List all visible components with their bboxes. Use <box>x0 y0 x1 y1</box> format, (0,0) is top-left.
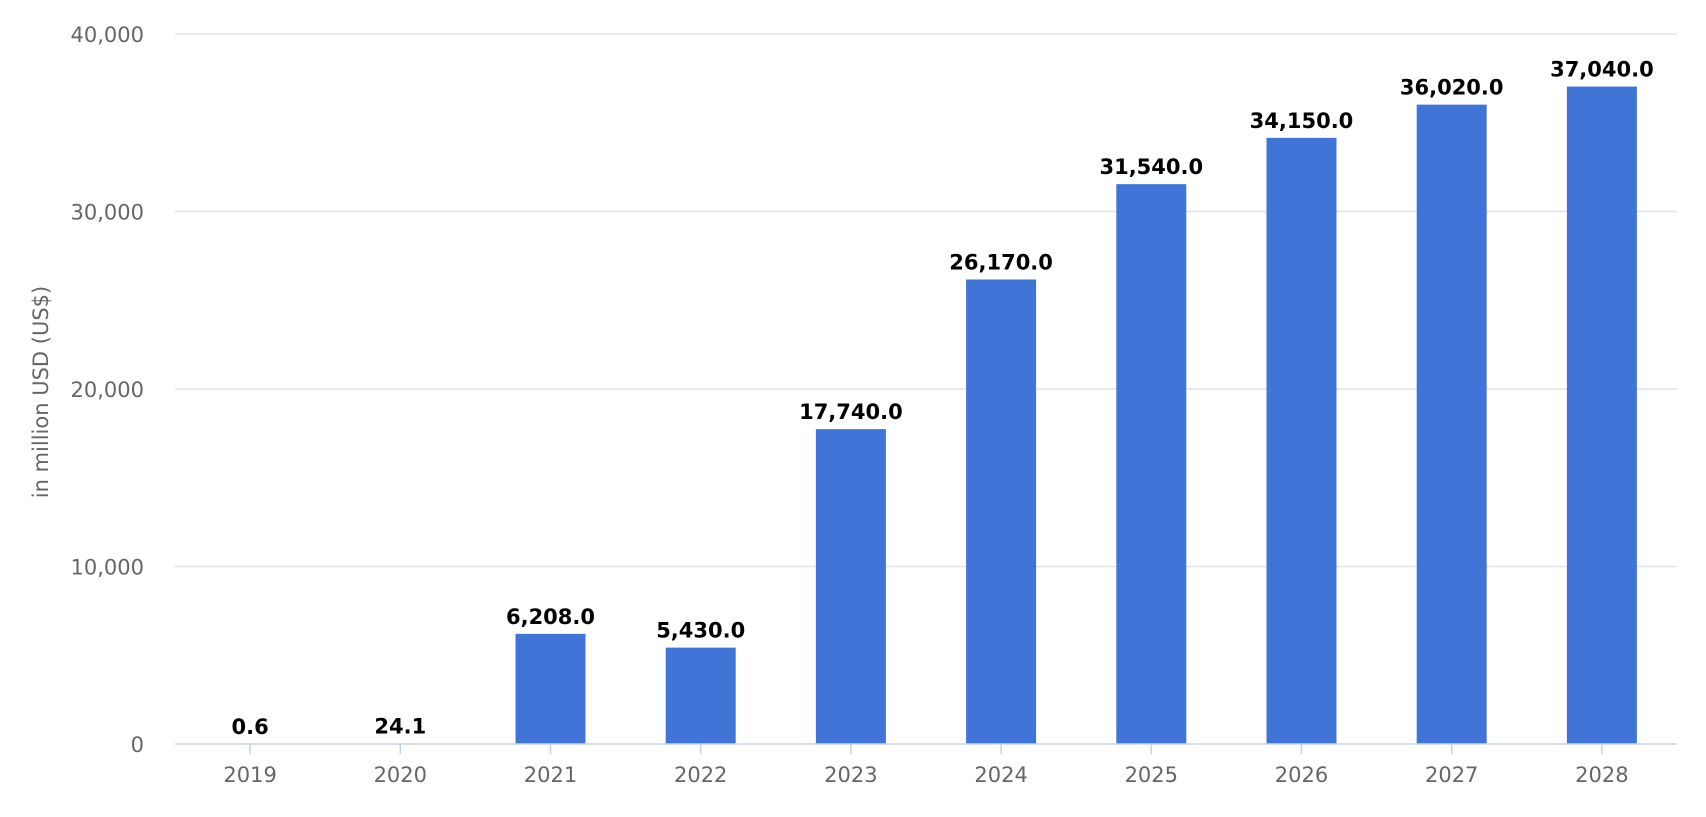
x-tick-label-2019: 2019 <box>223 763 276 787</box>
y-tick-label: 40,000 <box>71 23 144 47</box>
data-label-2023: 17,740.0 <box>799 400 903 424</box>
y-tick-label: 10,000 <box>71 556 144 580</box>
data-label-2022: 5,430.0 <box>656 619 745 643</box>
x-tick-label-2026: 2026 <box>1275 763 1328 787</box>
data-label-2026: 34,150.0 <box>1250 109 1354 133</box>
x-axis-ticks: 2019 2020 2021 2022 2023 2024 2025 2026 2027 2028 <box>223 744 1629 787</box>
data-labels: 0.6 24.1 6,208.0 5,430.0 17,740.0 26,170.0 31,… <box>231 58 1653 739</box>
y-tick-label: 0 <box>131 733 144 757</box>
bar-2024 <box>966 279 1037 744</box>
y-tick-label: 20,000 <box>71 378 144 402</box>
bar-2023 <box>815 429 886 744</box>
y-axis-ticks: 0 10,000 20,000 30,000 40,000 <box>71 23 144 757</box>
x-tick-label-2020: 2020 <box>374 763 427 787</box>
x-tick-label-2027: 2027 <box>1425 763 1478 787</box>
x-tick-label-2023: 2023 <box>824 763 877 787</box>
data-label-2020: 24.1 <box>374 715 426 739</box>
data-label-2024: 26,170.0 <box>949 250 1053 274</box>
bar-2028 <box>1566 86 1637 745</box>
bar-2026 <box>1266 137 1337 744</box>
x-tick-label-2022: 2022 <box>674 763 727 787</box>
data-label-2027: 36,020.0 <box>1400 76 1504 100</box>
bar-2022 <box>665 647 736 744</box>
data-label-2019: 0.6 <box>231 715 268 739</box>
data-label-2028: 37,040.0 <box>1550 58 1654 82</box>
y-tick-label: 30,000 <box>71 201 144 225</box>
bar-2025 <box>1116 184 1187 745</box>
data-label-2025: 31,540.0 <box>1099 155 1203 179</box>
data-label-2021: 6,208.0 <box>506 605 595 629</box>
x-tick-label-2021: 2021 <box>524 763 577 787</box>
y-axis-label: in million USD (US$) <box>29 286 53 498</box>
bars <box>215 86 1637 745</box>
x-tick-label-2024: 2024 <box>974 763 1027 787</box>
bar-2027 <box>1416 104 1487 744</box>
x-tick-label-2028: 2028 <box>1575 763 1628 787</box>
bar-2021 <box>515 633 586 744</box>
x-tick-label-2025: 2025 <box>1125 763 1178 787</box>
